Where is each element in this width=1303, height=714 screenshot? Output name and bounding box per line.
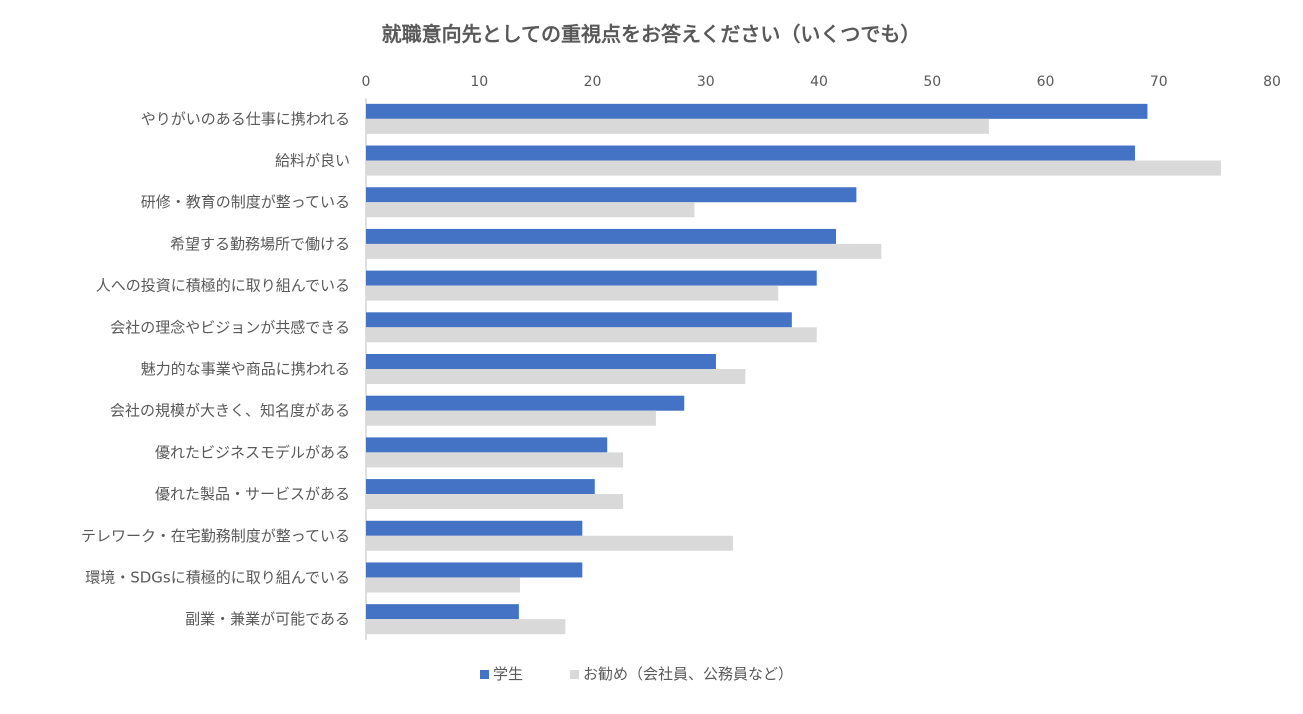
bar-student <box>366 520 583 536</box>
x-tick-label: 30 <box>697 74 715 90</box>
bar-student <box>366 354 716 369</box>
bar-student <box>366 395 685 411</box>
bar-student <box>366 145 1135 161</box>
category-label: やりがいのある仕事に携われる <box>141 110 350 128</box>
category-label: 副業・兼業が可能である <box>185 610 350 628</box>
x-tick-label: 50 <box>923 74 941 90</box>
category-label: 会社の規模が大きく、知名度がある <box>110 402 350 420</box>
bar-recommended <box>366 285 779 301</box>
bar-recommended <box>366 160 1222 176</box>
category-label: 研修・教育の制度が整っている <box>141 193 350 211</box>
bar-recommended <box>366 202 695 218</box>
x-tick-label: 0 <box>362 74 371 90</box>
bar-recommended <box>366 327 817 343</box>
x-tick-label: 20 <box>584 74 602 90</box>
bar-recommended <box>366 577 521 593</box>
bar-student <box>366 103 1148 119</box>
category-label: 優れたビジネスモデルがある <box>155 443 350 461</box>
category-label: 希望する勤務場所で働ける <box>170 235 350 253</box>
category-label: 給料が良い <box>275 152 350 170</box>
bar-recommended <box>366 369 746 384</box>
bar-recommended <box>366 619 566 635</box>
legend-swatch <box>480 670 489 679</box>
category-label: 優れた製品・サービスがある <box>155 485 350 503</box>
chart-title: 就職意向先としての重視点をお答えください（いくつでも） <box>382 22 921 46</box>
bar-student <box>366 187 857 203</box>
x-tick-label: 10 <box>470 74 488 90</box>
bar-student <box>366 604 519 620</box>
bar-recommended <box>366 494 624 510</box>
category-label: 会社の理念やビジョンが共感できる <box>110 318 350 336</box>
bar-student <box>366 312 792 328</box>
legend-swatch <box>570 670 579 679</box>
bar-recommended <box>366 452 624 468</box>
legend-label: お勧め（会社員、公務員など） <box>583 665 793 683</box>
bar-student <box>366 479 595 495</box>
bar-recommended <box>366 243 882 259</box>
bar-recommended <box>366 410 656 426</box>
bar-recommended <box>366 118 989 134</box>
x-tick-label: 80 <box>1263 74 1281 90</box>
x-tick-label: 60 <box>1037 74 1055 90</box>
bar-student <box>366 437 608 453</box>
category-label: 魅力的な事業や商品に携われる <box>141 360 350 378</box>
category-label: テレワーク・在宅勤務制度が整っている <box>81 527 350 545</box>
bar-student <box>366 562 583 578</box>
x-tick-label: 70 <box>1150 74 1168 90</box>
bar-recommended <box>366 535 733 551</box>
legend-label: 学生 <box>493 665 523 683</box>
x-tick-label: 40 <box>810 74 828 90</box>
bar-student <box>366 270 817 286</box>
bar-student <box>366 228 836 244</box>
category-label: 人への投資に積極的に取り組んでいる <box>96 277 350 295</box>
category-label: 環境・SDGsに積極的に取り組んでいる <box>85 568 350 586</box>
